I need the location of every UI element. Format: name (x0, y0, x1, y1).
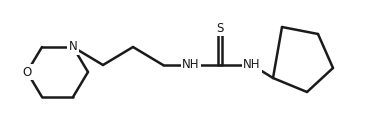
Text: S: S (217, 22, 224, 35)
Text: N: N (69, 41, 77, 54)
Text: NH: NH (243, 58, 261, 72)
Text: O: O (23, 65, 32, 79)
Text: NH: NH (182, 58, 200, 72)
